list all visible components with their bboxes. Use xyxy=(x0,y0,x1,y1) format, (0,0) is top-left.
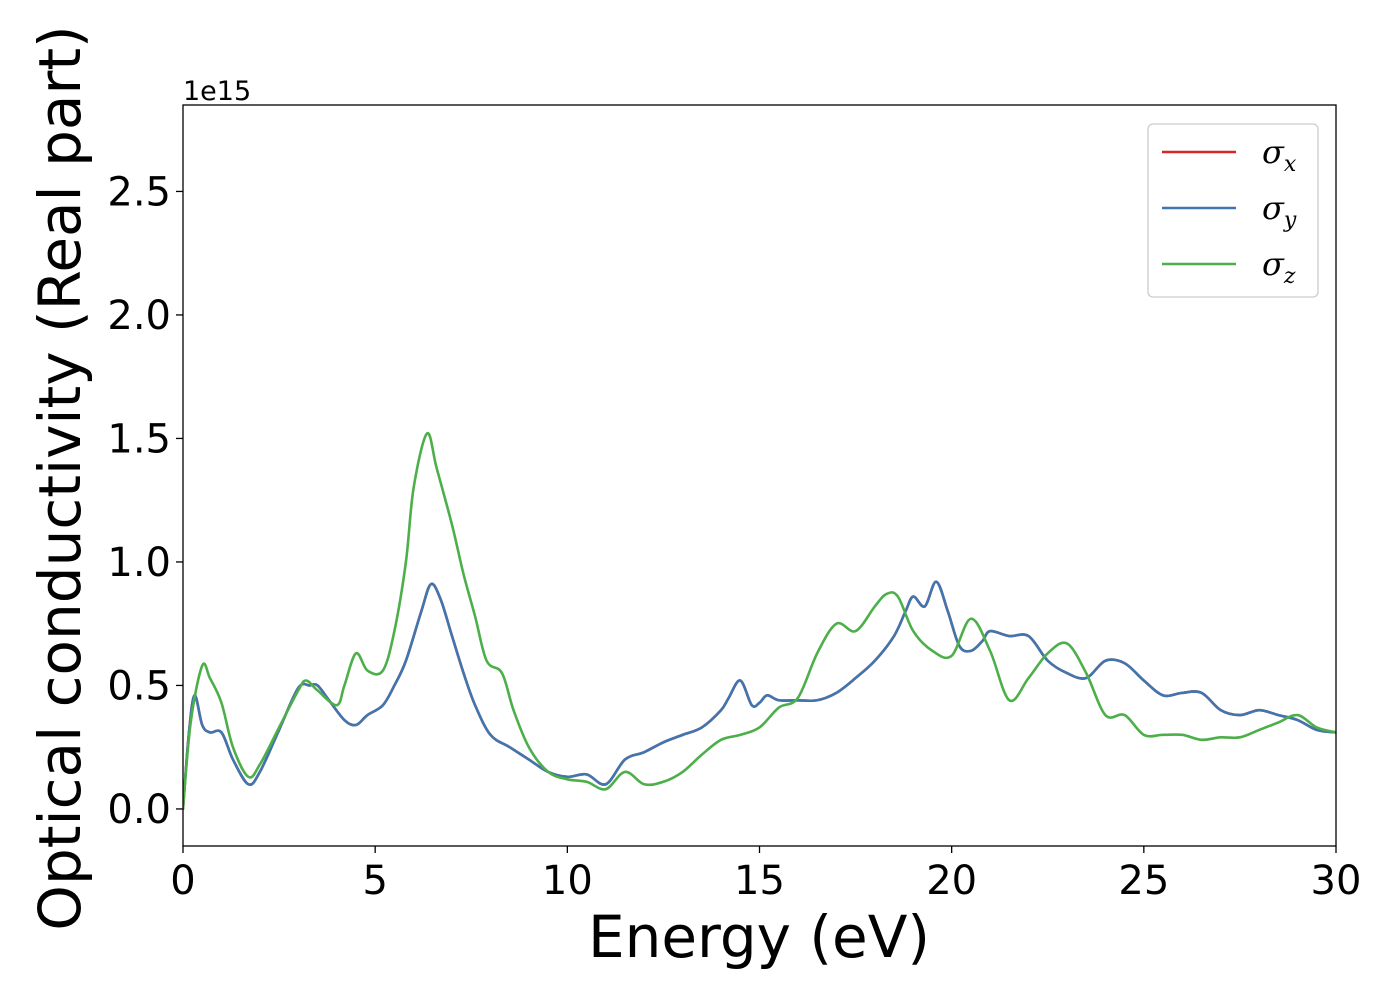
series-line-z xyxy=(183,432,1336,811)
legend-box xyxy=(1147,123,1319,298)
y-axis-title: Optical conductivity (Real part) xyxy=(26,25,94,930)
y-tick-label: 1.0 xyxy=(107,540,171,586)
y-tick-label: 0.0 xyxy=(107,787,171,833)
y-offset-label: 1e15 xyxy=(183,76,251,107)
y-axis: 0.0 0.5 1.0 1.5 2.0 2.5 xyxy=(107,169,183,833)
y-tick-label: 0.5 xyxy=(107,663,171,709)
x-tick-label: 5 xyxy=(362,858,387,904)
x-tick-label: 15 xyxy=(734,858,785,904)
y-tick-label: 2.5 xyxy=(107,169,171,215)
y-tick-label: 1.5 xyxy=(107,416,171,462)
x-axis: 0 5 10 15 20 25 30 xyxy=(170,846,1361,904)
x-tick-label: 30 xyxy=(1311,858,1362,904)
y-tick-label: 2.0 xyxy=(107,293,171,339)
x-tick-label: 20 xyxy=(926,858,977,904)
x-tick-label: 0 xyxy=(170,858,195,904)
x-tick-label: 10 xyxy=(542,858,593,904)
series-line-y xyxy=(183,580,1336,811)
x-axis-title: Energy (eV) xyxy=(588,903,930,971)
x-tick-label: 25 xyxy=(1118,858,1169,904)
series-lines xyxy=(183,432,1336,811)
